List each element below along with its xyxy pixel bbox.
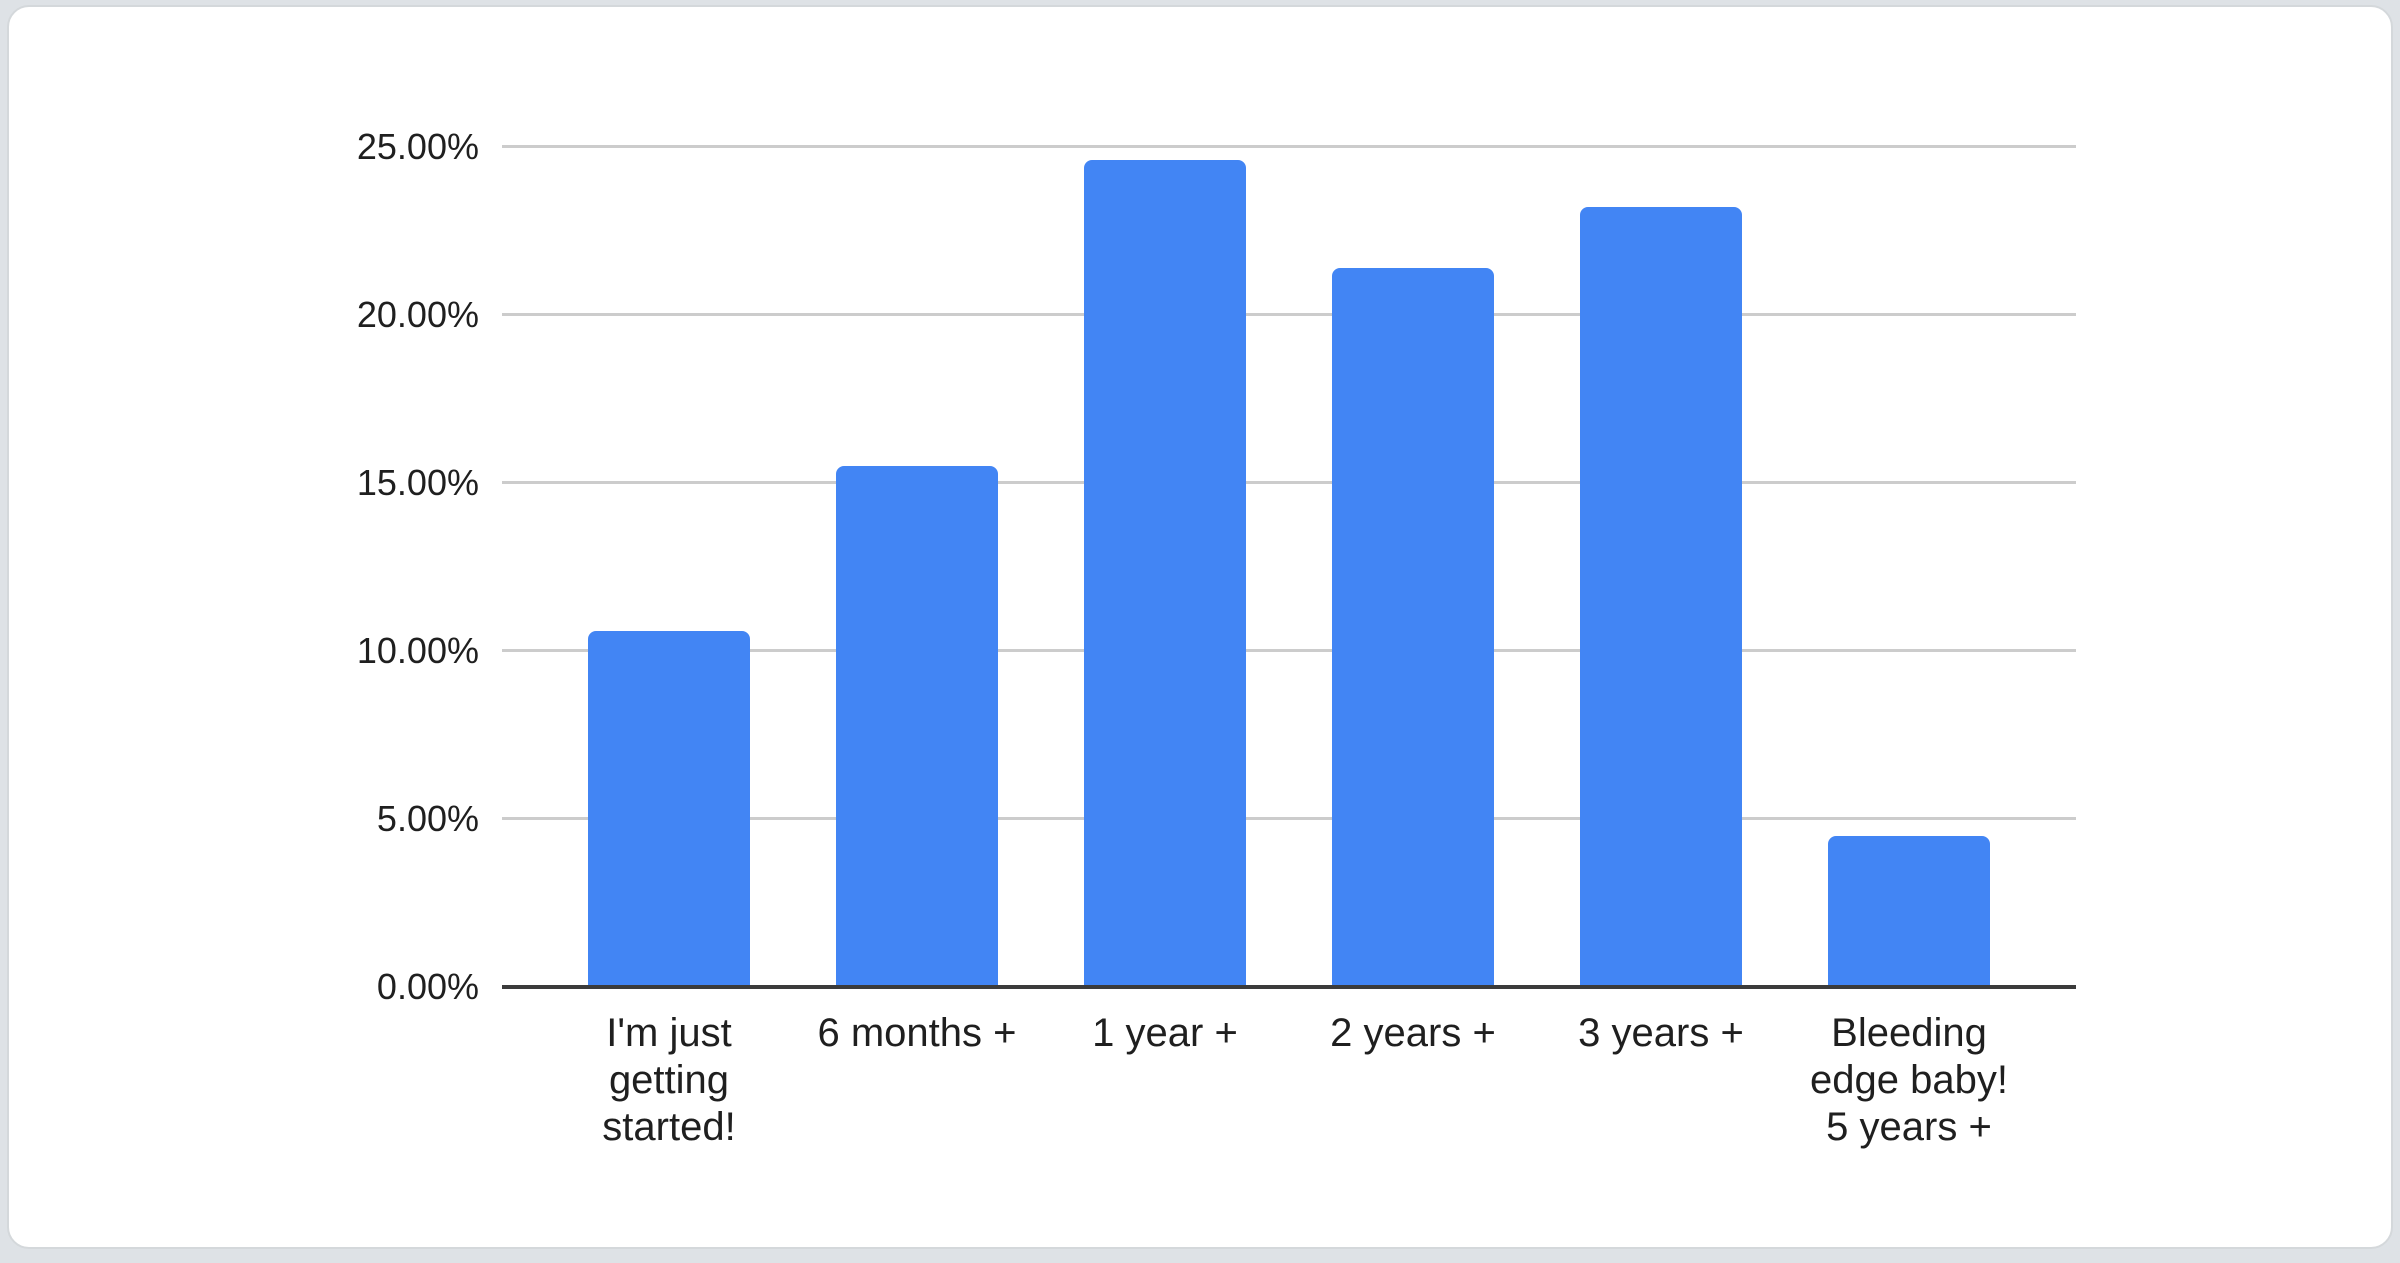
x-axis-category-labels: I'm just getting started! 6 months + 1 year … [502, 1010, 2076, 1151]
x-category-label-line: getting [608, 1058, 730, 1102]
x-category-label: 2 years + [1289, 1010, 1537, 1151]
y-tick-label: 5.00% [376, 798, 479, 839]
x-category-label-line: 2 years + [1330, 1011, 1496, 1055]
bar-column [1537, 147, 1785, 987]
y-tick-label: 15.00% [356, 462, 479, 503]
bar[interactable] [588, 630, 750, 987]
x-category-label: Bleeding edge baby! 5 years + [1785, 1010, 2033, 1151]
x-category-label-line: 6 months + [817, 1011, 1017, 1055]
gridline [502, 817, 2076, 820]
bar-column [1041, 147, 1289, 987]
x-category-label-line: edge baby! [1810, 1058, 2008, 1102]
x-category-label-line: 1 year + [1092, 1011, 1238, 1055]
bars-layer [545, 147, 2033, 987]
x-category-label-line: 3 years + [1578, 1011, 1744, 1055]
x-category-label: 6 months + [793, 1010, 1041, 1151]
gridline [502, 649, 2076, 652]
y-axis-tick-labels: 0.00% 5.00% 10.00% 15.00% 20.00% 25.00% [9, 7, 479, 1263]
bar[interactable] [1580, 207, 1742, 987]
bar-column [1289, 147, 1537, 987]
x-category-label-line: I'm just [606, 1011, 732, 1055]
x-category-label-line: Bleeding [1831, 1011, 1987, 1055]
y-tick-label: 0.00% [376, 966, 479, 1007]
plot-area [502, 145, 2076, 989]
bar[interactable] [836, 466, 998, 987]
x-category-label-line: 5 years + [1826, 1105, 1992, 1149]
bar-column [793, 147, 1041, 987]
bar[interactable] [1332, 267, 1494, 987]
bar-column [1785, 147, 2033, 987]
x-axis-baseline [502, 985, 2076, 989]
x-category-label: I'm just getting started! [545, 1010, 793, 1151]
gridline [502, 145, 2076, 148]
bar[interactable] [1084, 160, 1246, 987]
chart-card: 0.00% 5.00% 10.00% 15.00% 20.00% 25.00% I'm j… [7, 5, 2393, 1249]
y-tick-label: 20.00% [356, 294, 479, 335]
y-tick-label: 25.00% [356, 126, 479, 167]
bar[interactable] [1828, 835, 1990, 987]
x-category-label-line: started! [602, 1105, 736, 1149]
bar-column [545, 147, 793, 987]
y-tick-label: 10.00% [356, 630, 479, 671]
gridline [502, 313, 2076, 316]
gridline [502, 481, 2076, 484]
x-category-label: 3 years + [1537, 1010, 1785, 1151]
x-category-label: 1 year + [1041, 1010, 1289, 1151]
